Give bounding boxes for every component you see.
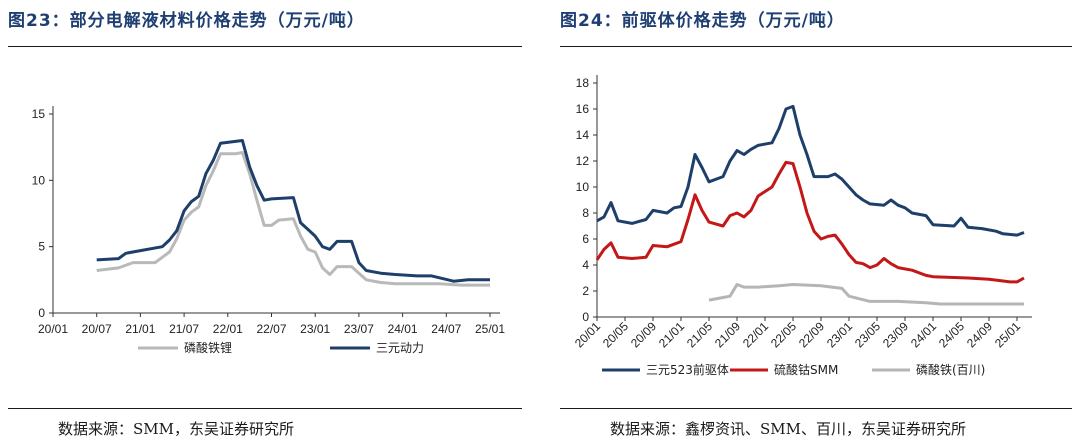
right-figure-panel: 图24：前驱体价格走势（万元/吨） 0 2 4 6 8 10 12 14 16 18 20/01 20…: [552, 0, 1080, 445]
x-tick-label: 23/09: [880, 319, 911, 350]
x-tick-label: 22/01: [740, 319, 771, 350]
y-tick-label: 6: [582, 232, 589, 246]
left-chart: 0 5 10 15 20/01 20/07 21/01 21/07 22/01 22/07 23/0…: [32, 106, 505, 355]
series-line-1: [96, 151, 490, 287]
series-line-2: [595, 160, 1025, 284]
right-figure-title: 图24：前驱体价格走势（万元/吨）: [560, 11, 845, 31]
left-top-rule: [8, 46, 522, 47]
x-tick-label: 22/09: [796, 319, 827, 350]
series-line-3: [708, 283, 1024, 306]
x-tick-label: 21/07: [169, 322, 199, 336]
legend-label-2: 三元动力: [376, 341, 424, 355]
series-line-2: [96, 139, 490, 283]
x-tick-label: 20/07: [82, 322, 112, 336]
x-tick-label: 21/01: [656, 319, 687, 350]
x-tick-label: 22/01: [213, 322, 243, 336]
y-tick-label: 18: [576, 76, 590, 90]
x-tick-label: 20/01: [572, 319, 603, 350]
x-tick-label: 20/09: [628, 319, 659, 350]
x-tick-label: 21/01: [125, 322, 155, 336]
x-tick-label: 23/01: [824, 319, 855, 350]
x-tick-label: 24/07: [431, 322, 461, 336]
y-tick-label: 10: [576, 180, 590, 194]
left-source-note: 数据来源：SMM，东吴证券研究所: [58, 420, 294, 438]
y-tick-label: 8: [582, 206, 589, 220]
y-tick-label: 15: [32, 107, 46, 121]
legend-label-1: 三元523前驱体: [646, 362, 729, 377]
series-line-1: [596, 104, 1025, 237]
y-tick-label: 14: [576, 128, 590, 142]
left-figure-panel: 图23：部分电解液材料价格走势（万元/吨） 0 5 10 15 20/01 20/07 21…: [0, 0, 530, 445]
left-figure-title: 图23：部分电解液材料价格走势（万元/吨）: [8, 11, 365, 31]
legend-label-1: 磷酸铁锂: [184, 340, 232, 355]
x-tick-label: 21/05: [684, 319, 715, 350]
y-tick-label: 0: [38, 306, 45, 320]
x-tick-label: 23/07: [344, 322, 374, 336]
x-tick-label: 24/01: [908, 319, 939, 350]
y-tick-label: 0: [582, 310, 589, 324]
x-tick-label: 23/01: [300, 322, 330, 336]
x-tick-label: 24/09: [964, 319, 995, 350]
right-bottom-rule: [560, 408, 1072, 409]
x-tick-label: 22/05: [768, 319, 799, 350]
x-tick-label: 25/01: [992, 319, 1023, 350]
left-bottom-rule: [8, 408, 522, 409]
legend-label-3: 磷酸铁(百川): [916, 362, 985, 377]
y-tick-label: 5: [38, 240, 45, 254]
right-chart: 0 2 4 6 8 10 12 14 16 18 20/0120/0520/0921/0121/05…: [572, 75, 1032, 377]
x-tick-label: 22/07: [256, 322, 286, 336]
y-tick-label: 16: [576, 102, 590, 116]
x-tick-label: 21/09: [712, 319, 743, 350]
x-tick-label: 25/01: [475, 322, 505, 336]
right-source-note: 数据来源：鑫椤资讯、SMM、百川，东吴证券研究所: [610, 420, 966, 438]
y-tick-label: 12: [576, 154, 590, 168]
x-tick-label: 20/05: [600, 319, 631, 350]
x-tick-label: 24/01: [388, 322, 418, 336]
y-tick-label: 2: [582, 284, 589, 298]
right-top-rule: [560, 46, 1072, 47]
y-tick-label: 10: [32, 173, 46, 187]
x-tick-label: 24/05: [936, 319, 967, 350]
legend-label-2: 硫酸钴SMM: [774, 362, 838, 377]
x-tick-label: 20/01: [38, 322, 68, 336]
x-tick-label: 23/05: [852, 319, 883, 350]
y-tick-label: 4: [582, 258, 589, 272]
